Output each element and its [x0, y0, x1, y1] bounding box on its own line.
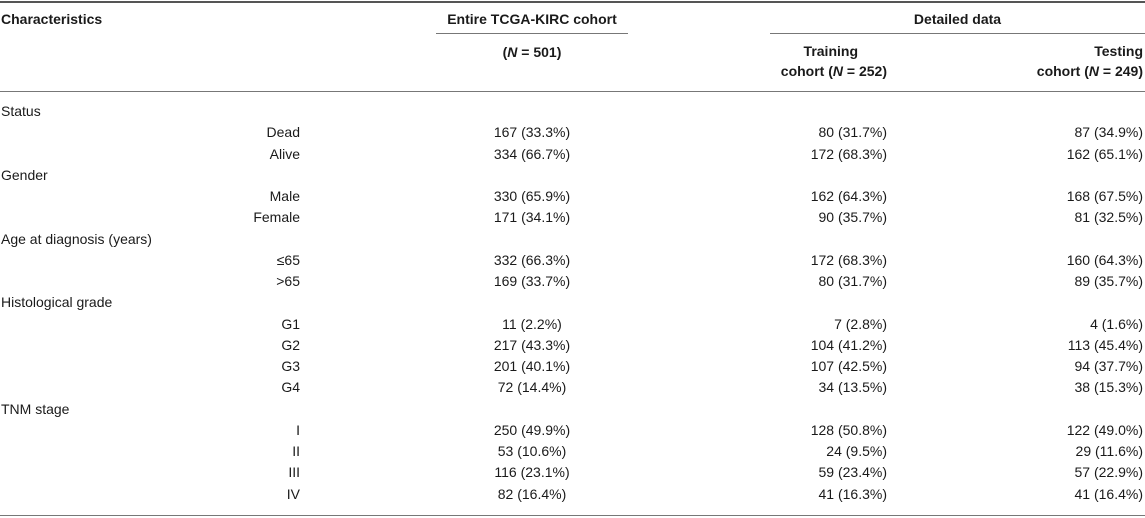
testing-value: 87 (34.9%)	[1074, 124, 1143, 141]
entire-value: 169 (33.7%)	[493, 273, 571, 289]
training-value: 24 (9.5%)	[826, 443, 887, 459]
entire-value: 167 (33.3%)	[493, 124, 571, 141]
bottom-rule	[0, 515, 1145, 516]
training-value: 7 (2.8%)	[834, 315, 887, 332]
header-entire-n: (N = 501)	[436, 43, 628, 62]
entire-value: 250 (49.9%)	[493, 421, 571, 438]
entire-value: 116 (23.1%)	[494, 464, 570, 481]
row-label: Male	[269, 188, 300, 204]
group-heading: Gender	[1, 166, 48, 183]
entire-value: 171 (34.1%)	[493, 209, 571, 226]
row-label: G3	[281, 358, 300, 374]
testing-value: 160 (64.3%)	[1066, 251, 1143, 268]
entire-cohort-underline	[436, 33, 628, 34]
entire-value: 334 (66.7%)	[493, 145, 571, 162]
header-bottom-rule	[0, 91, 1145, 92]
testing-value: 113 (45.4%)	[1067, 336, 1143, 353]
training-value: 41 (16.3%)	[818, 485, 887, 502]
testing-n-letter: N	[1088, 63, 1100, 79]
entire-value: 11 (2.2%)	[502, 315, 562, 332]
header-training-line1: Training	[803, 43, 858, 59]
entire-value: 330 (65.9%)	[493, 188, 571, 204]
training-value: 34 (13.5%)	[818, 379, 887, 396]
testing-value: 41 (16.4%)	[1074, 485, 1143, 502]
group-heading: Histological grade	[1, 294, 113, 311]
detailed-data-underline	[770, 33, 1145, 34]
training-value: 162 (64.3%)	[810, 188, 887, 204]
entire-value: 72 (14.4%)	[497, 379, 567, 396]
row-label: ≤65	[276, 251, 300, 268]
entire-value: 217 (43.3%)	[493, 336, 571, 353]
header-testing-line1: Testing	[1094, 43, 1143, 59]
training-value: 59 (23.4%)	[818, 464, 887, 481]
testing-value: 81 (32.5%)	[1074, 209, 1143, 226]
testing-value: 94 (37.7%)	[1074, 358, 1143, 374]
row-label: I	[296, 421, 300, 438]
testing-value: 4 (1.6%)	[1090, 315, 1143, 332]
row-label: Alive	[269, 145, 300, 162]
header-characteristics: Characteristics	[1, 11, 103, 27]
training-value: 128 (50.8%)	[810, 421, 887, 438]
testing-value: 168 (67.5%)	[1066, 188, 1143, 204]
row-label: G2	[281, 336, 300, 353]
training-value: 80 (31.7%)	[818, 273, 887, 289]
testing-value: 29 (11.6%)	[1075, 443, 1143, 459]
row-label: G4	[281, 379, 300, 396]
header-entire-cohort: Entire TCGA-KIRC cohort	[447, 11, 617, 27]
group-heading: Status	[1, 103, 41, 119]
testing-value: 89 (35.7%)	[1074, 273, 1143, 289]
row-label: Dead	[266, 124, 300, 141]
group-heading: Age at diagnosis (years)	[1, 230, 152, 247]
training-value: 104 (41.2%)	[810, 336, 887, 353]
row-label: IV	[286, 485, 300, 502]
training-value: 172 (68.3%)	[810, 251, 887, 268]
training-prefix: cohort (	[780, 63, 833, 79]
testing-suffix: = 249)	[1099, 63, 1143, 79]
testing-value: 122 (49.0%)	[1066, 421, 1143, 438]
entire-n-prefix: (	[502, 44, 508, 60]
row-label: G1	[281, 315, 300, 332]
entire-value: 82 (16.4%)	[497, 485, 567, 502]
entire-value: 332 (66.3%)	[493, 251, 571, 268]
entire-n-suffix: = 501)	[517, 44, 562, 60]
row-label: >65	[276, 273, 300, 289]
training-value: 80 (31.7%)	[818, 124, 887, 141]
training-value: 172 (68.3%)	[810, 145, 887, 162]
training-value: 90 (35.7%)	[818, 209, 887, 226]
entire-n-letter: N	[507, 44, 518, 60]
row-label: II	[292, 443, 300, 459]
entire-value: 201 (40.1%)	[493, 358, 571, 374]
header-testing-line2: cohort (N = 249)	[950, 62, 1143, 81]
group-heading: TNM stage	[1, 400, 70, 417]
row-label: Female	[253, 209, 300, 226]
testing-value: 57 (22.9%)	[1074, 464, 1143, 481]
training-n-letter: N	[832, 63, 844, 79]
row-label: III	[288, 464, 300, 481]
training-value: 107 (42.5%)	[810, 358, 887, 374]
entire-value: 53 (10.6%)	[497, 443, 567, 459]
header-training-line2: cohort (N = 252)	[700, 62, 887, 81]
header-detailed-data: Detailed data	[913, 11, 1002, 27]
testing-value: 38 (15.3%)	[1074, 379, 1143, 396]
training-suffix: = 252)	[843, 63, 887, 79]
testing-value: 162 (65.1%)	[1066, 145, 1143, 162]
top-rule	[0, 1, 1145, 3]
testing-prefix: cohort (	[1036, 63, 1089, 79]
